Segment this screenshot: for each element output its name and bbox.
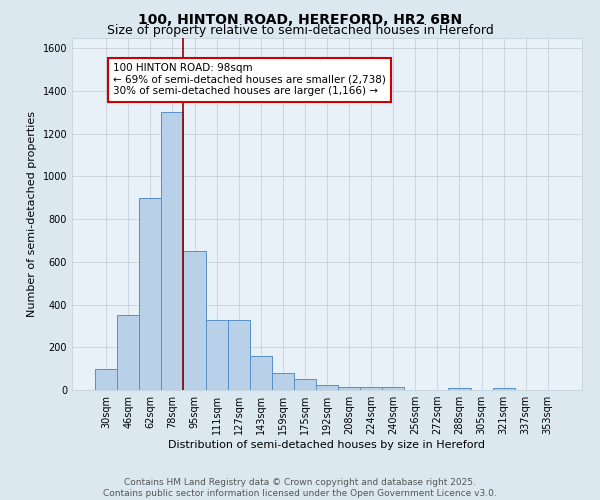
Bar (338, 387, 360, 390)
Bar (493, 388, 515, 390)
Y-axis label: Number of semi-detached properties: Number of semi-detached properties (27, 111, 37, 317)
Text: 100, HINTON ROAD, HEREFORD, HR2 6BN: 100, HINTON ROAD, HEREFORD, HR2 6BN (138, 12, 462, 26)
Bar (184, 251, 206, 390)
Text: Contains HM Land Registry data © Crown copyright and database right 2025.
Contai: Contains HM Land Registry data © Crown c… (103, 478, 497, 498)
Bar (250, 356, 272, 390)
Bar (382, 387, 404, 390)
Bar (206, 320, 227, 390)
Bar (227, 320, 250, 390)
Text: Size of property relative to semi-detached houses in Hereford: Size of property relative to semi-detach… (107, 24, 493, 37)
Bar (95, 368, 117, 390)
Bar (360, 387, 382, 390)
Bar (139, 198, 161, 390)
Text: 100 HINTON ROAD: 98sqm
← 69% of semi-detached houses are smaller (2,738)
30% of : 100 HINTON ROAD: 98sqm ← 69% of semi-det… (113, 63, 386, 96)
Bar (117, 315, 139, 390)
Bar (161, 112, 184, 390)
X-axis label: Distribution of semi-detached houses by size in Hereford: Distribution of semi-detached houses by … (169, 440, 485, 450)
Bar (316, 384, 338, 390)
Bar (272, 373, 294, 390)
Bar (448, 388, 470, 390)
Bar (294, 380, 316, 390)
